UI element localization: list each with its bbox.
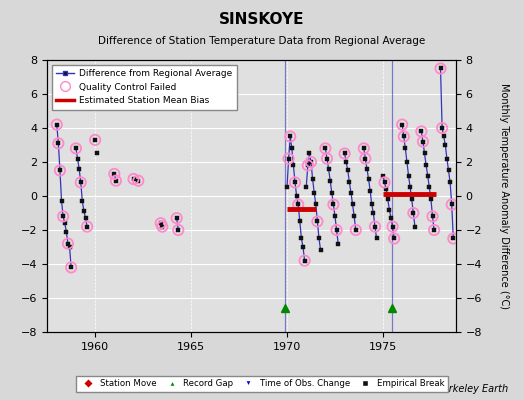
Text: SINSKOYE: SINSKOYE: [219, 12, 305, 27]
Point: [285, 155, 293, 162]
Point: [352, 227, 360, 233]
Legend: Difference from Regional Average, Quality Control Failed, Estimated Station Mean: Difference from Regional Average, Qualit…: [52, 64, 236, 110]
Point: [409, 210, 418, 216]
Point: [110, 171, 118, 177]
Point: [112, 178, 120, 184]
Text: Berkeley Earth: Berkeley Earth: [436, 384, 508, 394]
Point: [83, 223, 91, 230]
Point: [300, 258, 309, 264]
Point: [323, 155, 331, 162]
Point: [417, 128, 425, 134]
Point: [54, 140, 62, 146]
Point: [157, 220, 165, 226]
Point: [307, 159, 315, 165]
Point: [371, 223, 379, 230]
Point: [64, 240, 72, 247]
Point: [286, 133, 294, 140]
Legend: Station Move, Record Gap, Time of Obs. Change, Empirical Break: Station Move, Record Gap, Time of Obs. C…: [77, 376, 447, 392]
Point: [303, 162, 312, 169]
Point: [449, 235, 457, 242]
Point: [158, 223, 167, 230]
Point: [174, 227, 182, 233]
Point: [134, 178, 143, 184]
Point: [329, 201, 337, 208]
Point: [72, 145, 80, 152]
Point: [447, 201, 456, 208]
Point: [361, 155, 369, 162]
Point: [430, 227, 439, 233]
Text: Difference of Station Temperature Data from Regional Average: Difference of Station Temperature Data f…: [99, 36, 425, 46]
Point: [172, 215, 181, 221]
Point: [332, 227, 341, 233]
Point: [359, 145, 368, 152]
Y-axis label: Monthly Temperature Anomaly Difference (°C): Monthly Temperature Anomaly Difference (…: [499, 83, 509, 309]
Point: [67, 264, 75, 270]
Point: [388, 223, 397, 230]
Point: [428, 213, 436, 220]
Point: [294, 201, 302, 208]
Point: [398, 121, 406, 128]
Point: [77, 179, 85, 186]
Point: [390, 235, 398, 242]
Point: [52, 121, 61, 128]
Point: [91, 137, 100, 143]
Point: [400, 133, 408, 140]
Point: [419, 138, 427, 145]
Point: [321, 145, 330, 152]
Point: [59, 213, 68, 220]
Point: [129, 176, 138, 182]
Point: [56, 167, 64, 174]
Point: [313, 218, 322, 225]
Point: [291, 179, 299, 186]
Point: [380, 179, 389, 186]
Point: [436, 65, 445, 72]
Point: [341, 150, 349, 157]
Point: [438, 125, 446, 131]
